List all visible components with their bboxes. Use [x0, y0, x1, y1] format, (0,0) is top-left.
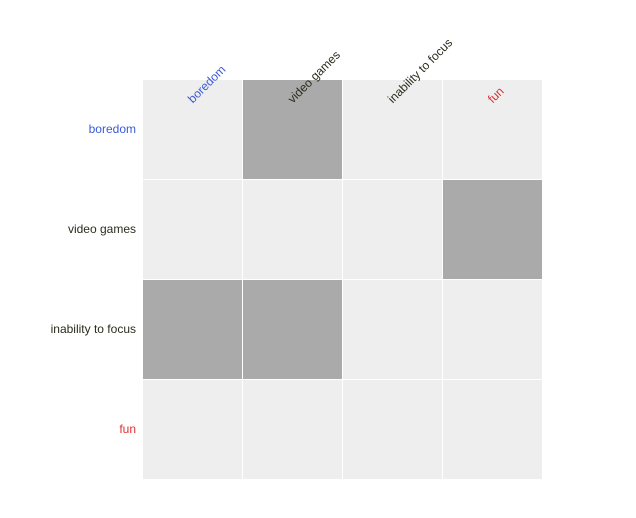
matrix-cell	[443, 280, 542, 379]
matrix-cell	[443, 380, 542, 479]
matrix-cell	[243, 380, 342, 479]
row-label: video games	[67, 222, 136, 236]
matrix-cell	[343, 180, 442, 279]
row-label: inability to focus	[50, 322, 136, 336]
row-label: boredom	[88, 122, 136, 136]
matrix-cell	[343, 80, 442, 179]
row-label: fun	[119, 422, 136, 436]
matrix-cell	[443, 80, 542, 179]
matrix-cell	[143, 80, 242, 179]
matrix-cell	[243, 280, 342, 379]
matrix-cell	[443, 180, 542, 279]
matrix-cell	[343, 380, 442, 479]
matrix-cell	[143, 180, 242, 279]
matrix-cell	[243, 80, 342, 179]
matrix-cell	[143, 380, 242, 479]
matrix-cell	[243, 180, 342, 279]
matrix-cell	[343, 280, 442, 379]
matrix-cell	[143, 280, 242, 379]
